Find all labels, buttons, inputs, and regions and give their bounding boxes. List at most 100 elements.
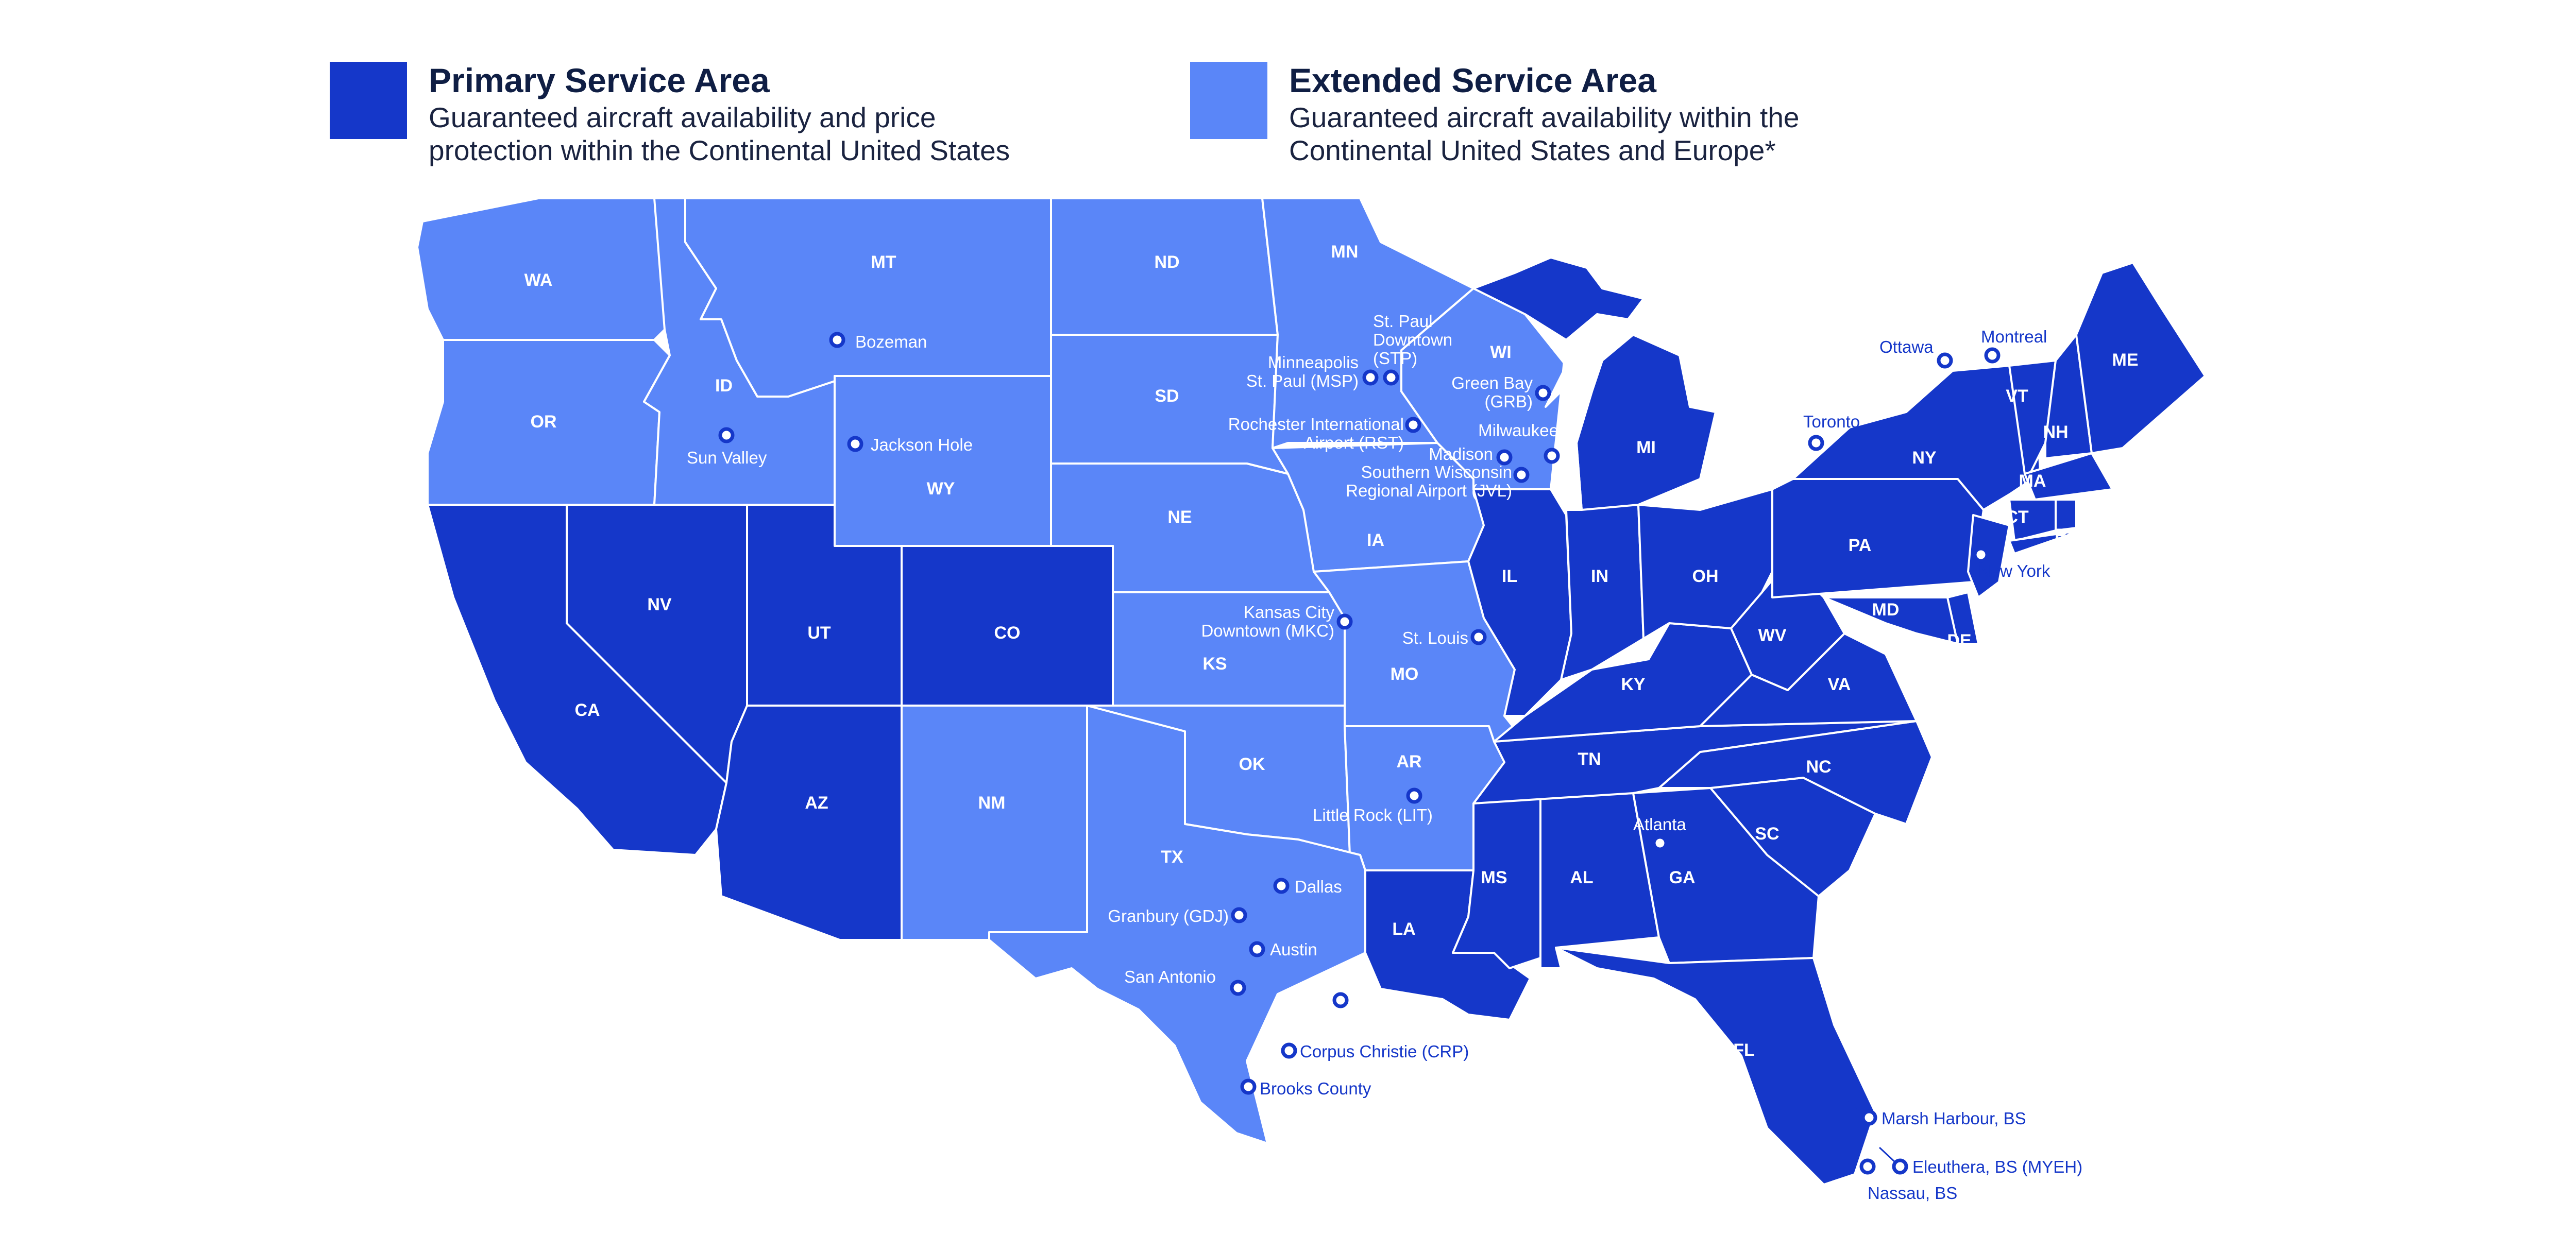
state-label-CO: CO [994, 623, 1021, 643]
pin-ottawa[interactable] [1937, 352, 1953, 369]
state-AZ[interactable] [715, 705, 903, 941]
state-MI-UP[interactable] [1472, 256, 1645, 341]
pin-rochester[interactable] [1405, 417, 1421, 433]
pin-austin[interactable] [1249, 941, 1265, 957]
pin-granbury[interactable] [1231, 907, 1247, 923]
pin-nassau[interactable] [1859, 1158, 1876, 1175]
pin-corpus-christi[interactable] [1281, 1042, 1297, 1059]
state-label-LA: LA [1392, 919, 1415, 939]
label-corpus-christi: Corpus Christie (CRP) [1300, 1042, 1469, 1061]
state-RI[interactable] [2055, 499, 2077, 532]
state-IN[interactable] [1560, 504, 1645, 681]
state-CO[interactable] [901, 545, 1114, 707]
label-st-paul-downtown: St. Paul Downtown (STP) [1373, 312, 1452, 368]
label-kansas-city: Kansas City Downtown (MKC) [1201, 603, 1334, 640]
state-label-CA: CA [574, 700, 600, 720]
extended-swatch [1190, 62, 1267, 139]
label-eleuthera: Eleuthera, BS (MYEH) [1912, 1157, 2082, 1176]
state-label-AZ: AZ [805, 793, 828, 813]
pin-madison[interactable] [1496, 449, 1513, 466]
label-southern-wisconsin: Southern Wisconsin Regional Airport (JVL) [1346, 462, 1512, 500]
state-NM[interactable] [901, 705, 1088, 941]
label-austin: Austin [1270, 940, 1317, 959]
pin-little-rock[interactable] [1406, 787, 1422, 804]
pin-milwaukee[interactable] [1544, 448, 1560, 464]
state-label-NJ: NJ [1977, 597, 1999, 617]
state-MA[interactable] [2024, 452, 2113, 501]
state-label-NM: NM [978, 793, 1006, 813]
state-MD[interactable] [1823, 596, 1959, 645]
state-FL[interactable] [1555, 947, 1876, 1186]
state-VT[interactable] [2008, 359, 2057, 475]
label-milwaukee: Milwaukee [1478, 421, 1558, 440]
state-label-OH: OH [1692, 567, 1719, 586]
state-label-UT: UT [807, 623, 831, 643]
label-houston: Houston [1350, 1004, 1413, 1023]
primary-swatch [330, 62, 407, 139]
label-toronto: Toronto [1803, 412, 1860, 431]
state-OH[interactable] [1637, 488, 1773, 640]
state-label-CT: CT [2005, 507, 2029, 527]
state-label-RI: RI [2055, 525, 2072, 545]
pin-montreal[interactable] [1984, 347, 2001, 364]
pin-eleuthera[interactable] [1892, 1158, 1908, 1175]
marsh-harbour-leader [1846, 1099, 1865, 1115]
label-sun-valley: Sun Valley [687, 448, 767, 467]
state-label-NH: NH [2043, 422, 2068, 442]
state-MT[interactable] [684, 197, 1052, 398]
pin-minneapolis[interactable] [1362, 369, 1379, 386]
state-label-AL: AL [1570, 868, 1593, 887]
pin-brooks-county[interactable] [1240, 1078, 1257, 1095]
state-label-DE: DE [1947, 631, 1971, 650]
state-WY[interactable] [834, 375, 1052, 547]
pin-dallas[interactable] [1273, 878, 1290, 894]
label-minneapolis: Minneapolis St. Paul (MSP) [1246, 353, 1359, 390]
label-dallas: Dallas [1295, 877, 1342, 896]
label-bozeman: Bozeman [855, 332, 927, 351]
pin-jackson-hole[interactable] [847, 436, 863, 452]
pin-st-paul-downtown[interactable] [1383, 369, 1399, 386]
pin-bozeman[interactable] [829, 332, 845, 348]
state-label-VT: VT [2006, 386, 2028, 406]
label-nassau: Nassau, BS [1868, 1184, 1957, 1203]
state-label-NE: NE [1167, 507, 1192, 527]
pin-green-bay[interactable] [1535, 385, 1551, 401]
label-granbury: Granbury (GDJ) [1108, 906, 1229, 926]
state-label-NC: NC [1806, 757, 1831, 777]
state-label-OR: OR [531, 412, 557, 432]
state-PA[interactable] [1771, 478, 1985, 598]
state-IL[interactable] [1467, 488, 1572, 717]
state-label-ND: ND [1154, 252, 1179, 272]
extended-description: Guaranteed aircraft availability within … [1289, 101, 1800, 166]
pin-southern-wisconsin[interactable] [1513, 467, 1530, 483]
state-DE[interactable] [1946, 591, 1979, 645]
state-TX[interactable] [988, 705, 1366, 1144]
state-label-TN: TN [1578, 749, 1601, 769]
label-new-york: New York [1978, 561, 2050, 580]
label-jackson-hole: Jackson Hole [871, 435, 973, 454]
pin-kansas-city[interactable] [1336, 613, 1353, 630]
state-WA[interactable] [416, 197, 686, 341]
state-ME[interactable] [2075, 262, 2206, 454]
state-label-ME: ME [2112, 350, 2139, 370]
pin-new-york[interactable] [1973, 546, 1989, 563]
pin-toronto[interactable] [1808, 435, 1824, 451]
pin-san-antonio[interactable] [1230, 980, 1246, 996]
label-san-antonio: San Antonio [1124, 967, 1216, 986]
label-atlanta: Atlanta [1633, 815, 1686, 834]
primary-title: Primary Service Area [429, 61, 770, 99]
pin-atlanta[interactable] [1652, 835, 1668, 851]
state-label-MA: MA [2019, 471, 2046, 491]
state-label-SC: SC [1755, 824, 1779, 844]
pin-marsh-harbour[interactable] [1861, 1109, 1877, 1126]
pin-st-louis[interactable] [1470, 629, 1487, 645]
state-label-AR: AR [1396, 752, 1421, 772]
label-brooks-county: Brooks County [1260, 1079, 1371, 1098]
pin-houston[interactable] [1332, 992, 1349, 1008]
primary-description: Guaranteed aircraft availability and pri… [429, 101, 1010, 166]
label-ottawa: Ottawa [1879, 337, 1934, 356]
state-label-PA: PA [1849, 536, 1872, 555]
state-label-KY: KY [1621, 675, 1646, 694]
pin-sun-valley[interactable] [718, 427, 735, 443]
